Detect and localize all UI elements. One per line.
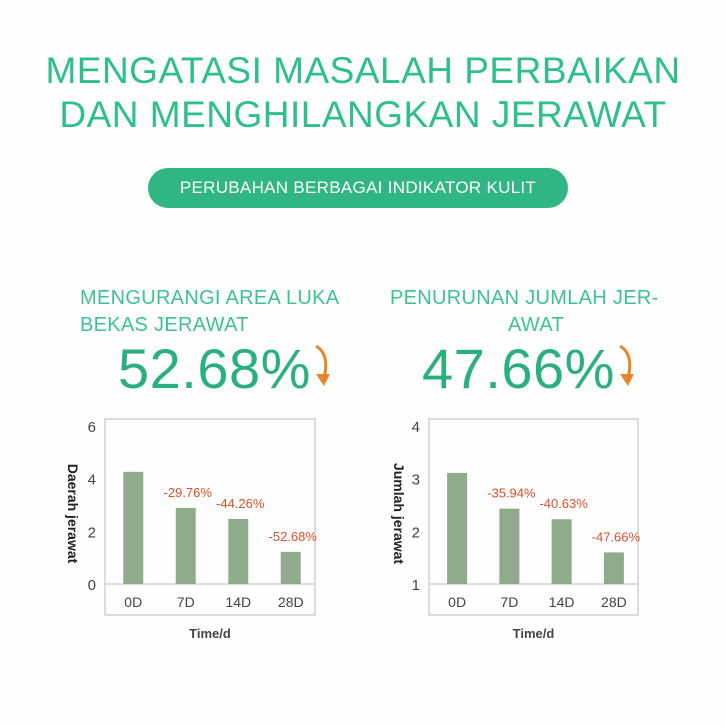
- y-tick-label: 4: [412, 419, 420, 436]
- y-tick-label: 4: [88, 472, 96, 489]
- x-axis-label: Time/d: [189, 626, 231, 641]
- x-axis-label: Time/d: [513, 626, 555, 641]
- chart-frame: [428, 418, 639, 616]
- left-heading-line-1: MENGURANGI AREA LUKA: [80, 287, 340, 309]
- y-tick-label: 1: [412, 577, 420, 594]
- chart-area-reduction: 0 2 4 6 0D 7D -29.76% 14D -44.26% 28D -52.68% Time/…: [65, 418, 318, 641]
- x-tick-label: 7D: [177, 594, 195, 610]
- right-big-value: 47.66%: [422, 337, 615, 400]
- left-heading: MENGURANGI AREA LUKA BEKAS JERAWAT: [80, 285, 339, 339]
- bar: [551, 519, 572, 584]
- data-label: -35.94%: [487, 486, 536, 501]
- data-label: -44.26%: [216, 496, 265, 511]
- x-tick-label: 14D: [549, 594, 575, 610]
- right-heading-line-2: AWAT: [508, 314, 565, 336]
- bar: [228, 518, 249, 584]
- bar: [447, 472, 468, 584]
- title-line-1: MENGATASI MASALAH PERBAIKAN: [45, 50, 681, 91]
- bar: [603, 552, 624, 584]
- bar: [175, 507, 196, 584]
- y-axis-label: Daerah jerawat: [65, 464, 81, 564]
- title-line-2: DAN MENGHILANGKAN JERAWAT: [59, 94, 667, 135]
- bar: [123, 471, 144, 584]
- x-tick-label: 0D: [448, 594, 466, 610]
- chart-count-reduction: 1 2 3 4 0D 7D -35.94% 14D -40.63% 28D -47.66% Time/…: [391, 418, 641, 641]
- x-tick-label: 7D: [500, 594, 518, 610]
- y-tick-label: 0: [88, 577, 96, 594]
- data-label: -29.76%: [164, 485, 213, 500]
- x-tick-label: 0D: [124, 594, 142, 610]
- y-axis-label: Jumlah jerawat: [391, 463, 407, 564]
- x-tick-label: 14D: [225, 594, 251, 610]
- data-label: -40.63%: [539, 496, 588, 511]
- y-tick-label: 2: [412, 524, 420, 541]
- y-tick-label: 2: [88, 524, 96, 541]
- bar: [499, 508, 520, 584]
- x-tick-label: 28D: [601, 594, 627, 610]
- right-heading-line-1: PENURUNAN JUMLAH JER-: [390, 287, 659, 309]
- left-big-value: 52.68%: [118, 337, 311, 400]
- data-label: -52.68%: [269, 529, 318, 544]
- right-heading: PENURUNAN JUMLAH JER- AWAT: [390, 285, 659, 339]
- x-tick-label: 28D: [278, 594, 304, 610]
- bar: [280, 551, 301, 584]
- y-tick-label: 3: [412, 472, 420, 489]
- left-heading-line-2: BEKAS JERAWAT: [80, 314, 249, 336]
- down-arrow-icon: [315, 344, 330, 386]
- down-arrow-icon: [619, 344, 634, 386]
- y-tick-label: 6: [88, 419, 96, 436]
- chart-frame: [104, 418, 316, 616]
- indicator-pill: PERUBAHAN BERBAGAI INDIKATOR KULIT: [148, 168, 568, 208]
- data-label: -47.66%: [592, 529, 641, 544]
